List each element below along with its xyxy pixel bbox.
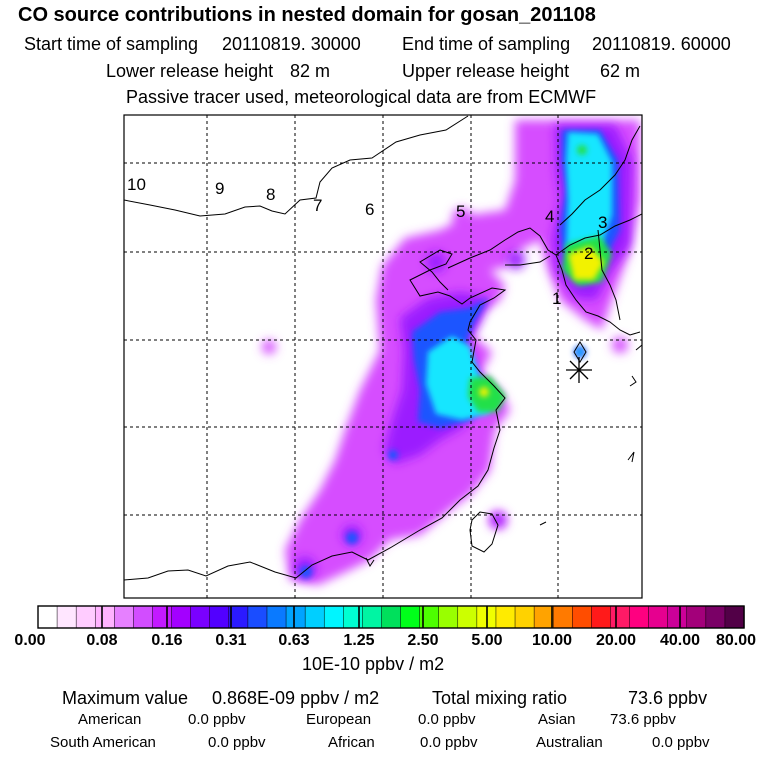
scale-tick-4: 0.63	[278, 632, 310, 649]
upper-release-label: Upper release height	[402, 61, 570, 81]
color-scale-bin	[190, 605, 211, 629]
color-scale-bin	[629, 605, 650, 629]
color-scale-bin	[381, 605, 402, 629]
scale-tick-1: 0.08	[86, 632, 118, 649]
lower-release-value: 82 m	[290, 61, 331, 81]
max-value-label: Maximum value	[62, 688, 189, 708]
time-marker-10: 10	[127, 175, 146, 194]
color-scale-bin	[457, 605, 478, 629]
time-marker-2: 2	[584, 244, 593, 263]
color-scale-bin	[56, 605, 77, 629]
region-australian-name: Australian	[536, 734, 603, 751]
scale-tick-8: 10.00	[531, 632, 573, 649]
lower-release-label: Lower release height	[106, 61, 274, 81]
color-scale-bin	[438, 605, 459, 629]
color-scale-bin	[304, 605, 325, 629]
scale-tick-10: 40.00	[659, 632, 701, 649]
field-yellow-layer	[479, 246, 604, 397]
scale-tick-11: 80.00	[715, 632, 757, 649]
color-scale-bin	[133, 605, 154, 629]
region-american-value: 0.0 ppbv	[188, 711, 246, 728]
time-marker-7: 7	[313, 196, 322, 215]
time-marker-1: 1	[552, 289, 561, 308]
scale-tick-3: 0.31	[215, 632, 247, 649]
color-scale-bin	[37, 605, 58, 629]
region-american-name: American	[78, 711, 142, 728]
scale-tick-7: 5.00	[471, 632, 503, 649]
concentration-field	[262, 120, 640, 585]
color-scale-bin	[648, 605, 669, 629]
region-south-american-name: South American	[50, 734, 156, 751]
color-scale-frame	[37, 605, 745, 629]
receptor-star-icon	[566, 357, 592, 383]
region-south-american-value: 0.0 ppbv	[208, 734, 266, 751]
end-time-label: End time of sampling	[402, 34, 571, 54]
color-scale-bin	[152, 605, 173, 629]
color-scale-bin	[114, 605, 135, 629]
color-scale-bin	[94, 605, 115, 629]
start-time-value: 20110819. 30000	[222, 34, 361, 54]
total-mixing-value: 73.6 ppbv	[628, 688, 708, 708]
color-scale-bin	[171, 605, 192, 629]
lat-lon-grid	[124, 115, 642, 598]
color-scale-bin	[323, 605, 344, 629]
color-scale-bin	[591, 605, 612, 629]
time-marker-9: 9	[215, 179, 224, 198]
region-african-value: 0.0 ppbv	[420, 734, 478, 751]
region-australian-value: 0.0 ppbv	[652, 734, 710, 751]
color-scale-bin	[495, 605, 516, 629]
color-scale-bin	[209, 605, 230, 629]
scale-tick-6: 2.50	[407, 632, 439, 649]
color-scale-bin	[724, 605, 745, 629]
color-scale-bin	[667, 605, 688, 629]
color-scale-bin	[533, 605, 554, 629]
color-scale-bin	[343, 605, 364, 629]
map-frame	[123, 114, 643, 599]
time-markers: 1 2 3 4 5 6 7 8 9 10	[127, 175, 607, 308]
color-scale-bin	[75, 605, 96, 629]
color-scale-bin	[705, 605, 726, 629]
color-scale-bin	[400, 605, 421, 629]
region-european-value: 0.0 ppbv	[418, 711, 476, 728]
end-time-value: 20110819. 60000	[592, 34, 731, 54]
color-scale-bin	[552, 605, 573, 629]
total-mixing-label: Total mixing ratio	[432, 688, 568, 708]
color-scale-bin	[610, 605, 631, 629]
scale-tick-5: 1.25	[343, 632, 375, 649]
time-marker-4: 4	[545, 207, 554, 226]
region-african-name: African	[328, 734, 375, 751]
start-time-label: Start time of sampling	[24, 34, 199, 54]
scale-units: 10E-10 ppbv / m2	[302, 654, 445, 674]
scale-tick-2: 0.16	[151, 632, 183, 649]
color-scale-bin	[285, 605, 306, 629]
color-scale-bin	[266, 605, 287, 629]
time-marker-8: 8	[266, 185, 275, 204]
tracer-note: Passive tracer used, meteorological data…	[126, 87, 597, 107]
region-european-name: European	[306, 711, 372, 728]
max-value: 0.868E-09 ppbv / m2	[212, 688, 380, 708]
color-scale-bin	[514, 605, 535, 629]
upper-release-value: 62 m	[600, 61, 641, 81]
color-scale-bin	[247, 605, 268, 629]
map-title: CO source contributions in nested domain…	[18, 4, 596, 26]
time-marker-3: 3	[598, 213, 607, 232]
region-asian-name: Asian	[538, 711, 576, 728]
region-asian-value: 73.6 ppbv	[610, 711, 676, 728]
time-marker-6: 6	[365, 200, 374, 219]
color-scale-bin	[572, 605, 593, 629]
scale-tick-0: 0.00	[14, 632, 46, 649]
color-scale-major-ticks	[101, 606, 681, 628]
color-scale-bin	[686, 605, 707, 629]
color-scale-bin	[362, 605, 383, 629]
time-marker-5: 5	[456, 202, 465, 221]
scale-tick-9: 20.00	[595, 632, 637, 649]
color-scale-bar	[37, 605, 745, 629]
